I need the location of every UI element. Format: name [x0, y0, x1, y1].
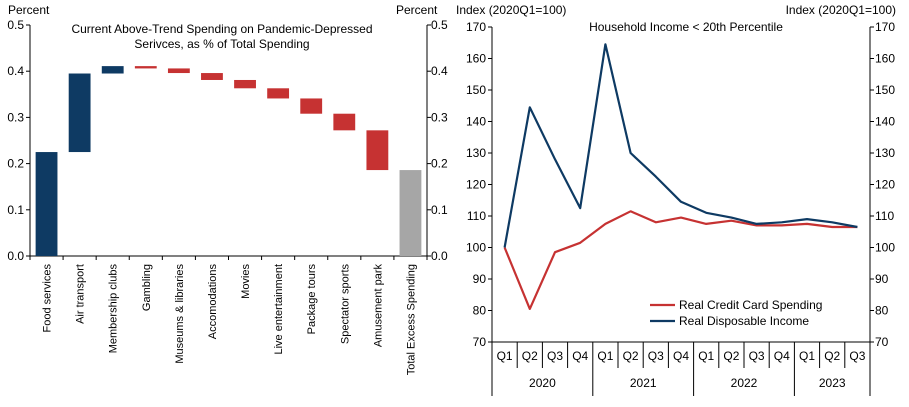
bar-negative: [134, 66, 157, 69]
quarter-label: Q1: [597, 349, 613, 363]
line-x-labels: Q1 Q2 Q3 Q4 Q1 Q2 Q3 Q4 Q1 Q2 Q3 Q4 Q1 Q2 Q3 2020 2021 20…: [497, 349, 866, 390]
quarter-label: Q1: [799, 349, 815, 363]
left-tick-label: 110: [467, 209, 486, 223]
right-tick-label: 0.0: [431, 249, 448, 263]
year-label: 2020: [529, 376, 556, 390]
left-y-axis-title: Percent: [8, 3, 50, 17]
series-line-1: [503, 43, 858, 248]
year-label: 2023: [819, 376, 846, 390]
series-line-0: [503, 210, 858, 310]
right-tick-label: 0.3: [431, 110, 448, 124]
left-tick-label: 0.1: [7, 203, 24, 217]
category-label: Gambling: [141, 264, 153, 311]
category-label: Package tours: [306, 264, 318, 335]
year-label: 2021: [630, 376, 657, 390]
bar-negative: [167, 68, 190, 74]
legend-label: Real Disposable Income: [679, 314, 809, 328]
left-tick-label: 160: [466, 52, 486, 66]
right-tick-label: 160: [875, 52, 895, 66]
left-tick-label: 0.0: [7, 249, 24, 263]
left-tick-label: 80: [473, 304, 487, 318]
category-label: Spectator sports: [339, 264, 351, 345]
quarter-label: Q4: [774, 349, 790, 363]
quarter-label: Q3: [547, 349, 563, 363]
left-tick-label: 150: [466, 83, 486, 97]
quarter-label: Q2: [824, 349, 840, 363]
right-tick-label: 150: [875, 83, 895, 97]
waterfall-bars: [35, 66, 422, 256]
line-series: [503, 43, 858, 310]
right-tick-label: 0.5: [431, 18, 448, 32]
left-tick-label: 0.4: [7, 64, 24, 78]
quarter-label: Q2: [623, 349, 639, 363]
right-tick-label: 140: [875, 115, 895, 129]
right-tick-label: 90: [875, 272, 889, 286]
left-tick-label: 90: [473, 272, 487, 286]
quarter-label: Q2: [522, 349, 538, 363]
category-label: Food services: [42, 264, 54, 333]
line-left-y-axis-title: Index (2020Q1=100): [456, 3, 566, 17]
bar-positive: [35, 152, 58, 256]
category-label: Air transport: [75, 264, 87, 324]
quarter-label: Q3: [648, 349, 664, 363]
category-label: Museums & libraries: [174, 264, 186, 364]
left-tick-label: 170: [466, 20, 486, 34]
quarter-label: Q3: [849, 349, 865, 363]
category-label: Movies: [240, 264, 252, 299]
waterfall-chart: Percent Percent Current Above-Trend Spen…: [7, 3, 448, 375]
right-tick-label: 120: [875, 178, 895, 192]
bar-negative: [300, 98, 323, 114]
category-label: Live entertainment: [273, 264, 285, 355]
right-tick-label: 80: [875, 304, 889, 318]
bar-total: [399, 170, 422, 256]
quarter-label: Q4: [673, 349, 689, 363]
right-tick-label: 100: [875, 241, 895, 255]
right-tick-label: 170: [875, 20, 895, 34]
right-tick-label: 110: [875, 209, 894, 223]
line-axes: 70 70 80 80 90 90 100 100 110 110 120 120 130 130 140 1…: [466, 20, 895, 396]
quarter-label: Q1: [497, 349, 513, 363]
waterfall-axes: 0.0 0.0 0.1 0.1 0.2 0.2 0.3 0.3 0.4 0.4 0.5 0.5: [7, 18, 448, 263]
line-right-y-axis-title: Index (2020Q1=100): [786, 3, 896, 17]
right-tick-label: 0.2: [431, 157, 448, 171]
left-tick-label: 70: [473, 335, 487, 349]
quarter-label: Q2: [723, 349, 739, 363]
bar-negative: [234, 79, 256, 89]
left-tick-label: 140: [466, 115, 486, 129]
year-label: 2022: [731, 376, 758, 390]
category-label: Accomodations: [207, 264, 219, 340]
right-tick-label: 0.1: [431, 203, 448, 217]
category-label: Amusement park: [372, 264, 384, 348]
left-tick-label: 0.2: [7, 157, 24, 171]
category-label: Membership clubs: [108, 264, 120, 354]
quarter-label: Q4: [572, 349, 588, 363]
quarter-label: Q3: [749, 349, 765, 363]
bar-positive: [68, 73, 91, 153]
left-tick-label: 0.3: [7, 110, 24, 124]
line-chart: Index (2020Q1=100) Index (2020Q1=100) Ho…: [456, 3, 896, 396]
quarter-label: Q1: [698, 349, 714, 363]
left-tick-label: 0.5: [7, 18, 24, 32]
line-legend: Real Credit Card Spending Real Disposable…: [650, 298, 822, 328]
bar-negative: [201, 73, 223, 80]
bar-positive: [101, 66, 124, 74]
bar-negative: [333, 113, 356, 131]
right-tick-label: 0.4: [431, 64, 448, 78]
bar-negative: [366, 130, 389, 171]
right-y-axis-title: Percent: [396, 3, 438, 17]
line-chart-title: Household Income < 20th Percentile: [589, 20, 783, 34]
waterfall-category-labels: Food services Air transport Membership clu…: [42, 264, 418, 376]
waterfall-title-line-2: Serivces, as % of Total Spending: [134, 37, 309, 51]
left-tick-label: 100: [466, 241, 486, 255]
category-label: Total Excess Spending: [405, 264, 417, 375]
bar-negative: [267, 88, 290, 99]
right-tick-label: 70: [875, 335, 889, 349]
left-tick-label: 120: [466, 178, 486, 192]
waterfall-title-line-1: Current Above-Trend Spending on Pandemic…: [71, 22, 372, 36]
left-tick-label: 130: [466, 146, 486, 160]
legend-label: Real Credit Card Spending: [679, 298, 822, 312]
right-tick-label: 130: [875, 146, 895, 160]
